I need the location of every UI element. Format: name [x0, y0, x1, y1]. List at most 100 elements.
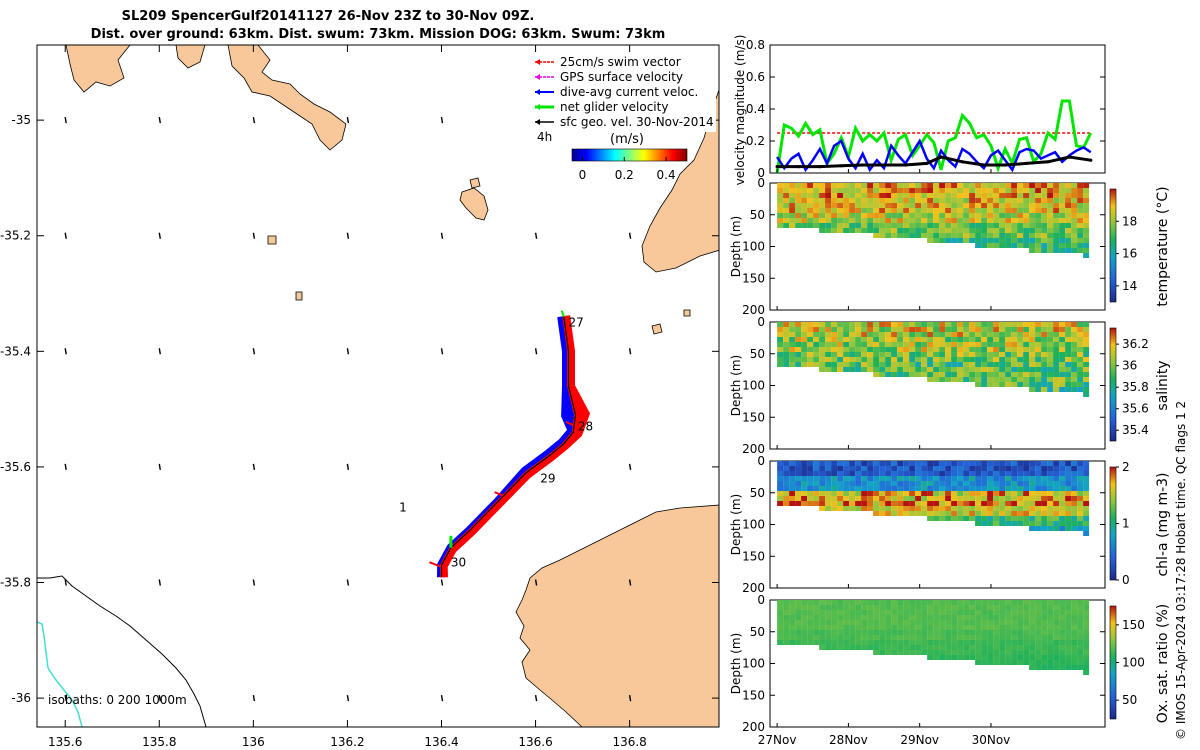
section-cell — [1077, 208, 1084, 213]
geostrophic-arrow — [64, 116, 67, 124]
section-cell — [963, 203, 970, 208]
section-cell — [1041, 660, 1048, 665]
section-cell — [1041, 198, 1048, 203]
section-cell — [933, 466, 940, 471]
section-cell — [933, 362, 940, 367]
section-cell — [987, 208, 994, 213]
section-cell — [939, 238, 946, 243]
section-cell — [951, 322, 958, 327]
section-cell — [1029, 620, 1036, 625]
section-cell — [975, 491, 982, 496]
section-cell — [801, 471, 808, 476]
section-cell — [903, 486, 910, 491]
section-cell — [993, 640, 1000, 645]
section-cell — [999, 208, 1006, 213]
section-cell — [819, 620, 826, 625]
section-cell — [957, 183, 964, 188]
section-cell — [825, 491, 832, 496]
section-cell — [939, 357, 946, 362]
section-cell — [891, 198, 898, 203]
section-cell — [921, 630, 928, 635]
section-cell — [1035, 357, 1042, 362]
legend-time-note: 4h — [537, 130, 552, 144]
section-cell — [831, 347, 838, 352]
section-cell — [807, 347, 814, 352]
section-cell — [957, 471, 964, 476]
section-cell — [795, 615, 802, 620]
section-cell — [1077, 347, 1084, 352]
section-cell — [945, 625, 952, 630]
section-cell — [1005, 496, 1012, 501]
section-cell — [1083, 382, 1090, 387]
section-cell — [861, 615, 868, 620]
section-cell — [1029, 193, 1036, 198]
section-cell — [933, 198, 940, 203]
section-cell — [1071, 337, 1078, 342]
section-cell — [885, 486, 892, 491]
section-cell — [1047, 347, 1054, 352]
section-cell — [1065, 521, 1072, 526]
section-cell — [873, 362, 880, 367]
section-cell — [849, 461, 856, 466]
section-cell — [873, 486, 880, 491]
section-cell — [867, 645, 874, 650]
section-cell — [963, 238, 970, 243]
section-cell — [1023, 357, 1030, 362]
section-cell — [1011, 322, 1018, 327]
section-cell — [1065, 506, 1072, 511]
section-cell — [1077, 640, 1084, 645]
section-cell — [837, 466, 844, 471]
section-cell — [963, 213, 970, 218]
section-cell — [1077, 660, 1084, 665]
section-cell — [789, 461, 796, 466]
section-cell — [873, 233, 880, 238]
section-cell — [993, 203, 1000, 208]
section-cell — [861, 476, 868, 481]
section-cell — [1071, 208, 1078, 213]
section-cell — [885, 233, 892, 238]
section-cell — [777, 605, 784, 610]
section-cell — [813, 198, 820, 203]
section-cell — [951, 198, 958, 203]
section-cell — [933, 183, 940, 188]
section-cell — [903, 342, 910, 347]
swim-vector — [494, 491, 504, 497]
section-cell — [825, 605, 832, 610]
section-cell — [879, 486, 886, 491]
section-cell — [909, 466, 916, 471]
section-cell — [849, 193, 856, 198]
section-cell — [789, 476, 796, 481]
section-cell — [891, 228, 898, 233]
section-cell — [933, 491, 940, 496]
section-cell — [963, 476, 970, 481]
section-cell — [1005, 382, 1012, 387]
section-cell — [1083, 238, 1090, 243]
section-cell — [951, 655, 958, 660]
section-cell — [969, 496, 976, 501]
section-cell — [993, 491, 1000, 496]
section-cell — [897, 223, 904, 228]
section-cell — [1059, 516, 1066, 521]
depth-tick-label: 0 — [757, 593, 765, 607]
section-cell — [819, 367, 826, 372]
section-cell — [1053, 521, 1060, 526]
section-cell — [813, 218, 820, 223]
section-cell — [945, 461, 952, 466]
section-cell — [855, 630, 862, 635]
section-cell — [813, 471, 820, 476]
section-cell — [939, 655, 946, 660]
colorbar-tick-label: 16 — [1122, 247, 1137, 261]
section-cell — [951, 600, 958, 605]
section-cell — [1083, 352, 1090, 357]
section-cell — [819, 625, 826, 630]
section-cell — [975, 218, 982, 223]
section-cell — [897, 352, 904, 357]
section-cell — [897, 506, 904, 511]
section-cell — [969, 640, 976, 645]
section-cell — [795, 213, 802, 218]
section-field — [777, 461, 1090, 536]
section-cell — [843, 193, 850, 198]
section-cell — [777, 471, 784, 476]
section-cell — [933, 213, 940, 218]
section-cell — [1011, 461, 1018, 466]
